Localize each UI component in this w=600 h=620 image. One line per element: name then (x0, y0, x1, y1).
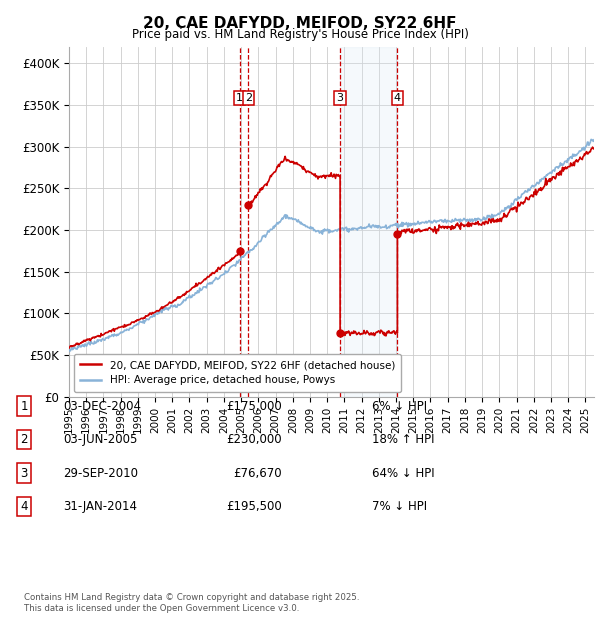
Text: 2: 2 (20, 433, 28, 446)
Text: 3: 3 (20, 467, 28, 479)
Text: £175,000: £175,000 (226, 400, 282, 412)
Text: 1: 1 (236, 93, 243, 103)
Text: Contains HM Land Registry data © Crown copyright and database right 2025.
This d: Contains HM Land Registry data © Crown c… (24, 593, 359, 613)
Text: 18% ↑ HPI: 18% ↑ HPI (372, 433, 434, 446)
Text: £230,000: £230,000 (226, 433, 282, 446)
Text: 3: 3 (337, 93, 344, 103)
Legend: 20, CAE DAFYDD, MEIFOD, SY22 6HF (detached house), HPI: Average price, detached : 20, CAE DAFYDD, MEIFOD, SY22 6HF (detach… (74, 354, 401, 392)
Text: £76,670: £76,670 (233, 467, 282, 479)
Text: 29-SEP-2010: 29-SEP-2010 (63, 467, 138, 479)
Text: 64% ↓ HPI: 64% ↓ HPI (372, 467, 434, 479)
Text: 20, CAE DAFYDD, MEIFOD, SY22 6HF: 20, CAE DAFYDD, MEIFOD, SY22 6HF (143, 16, 457, 30)
Text: 03-JUN-2005: 03-JUN-2005 (63, 433, 137, 446)
Bar (340, 46, 397, 397)
Text: 31-JAN-2014: 31-JAN-2014 (63, 500, 137, 513)
Text: 4: 4 (20, 500, 28, 513)
Text: 03-DEC-2004: 03-DEC-2004 (63, 400, 141, 412)
Text: 1: 1 (20, 400, 28, 412)
Text: £195,500: £195,500 (226, 500, 282, 513)
Text: 2: 2 (245, 93, 252, 103)
Text: 6% ↓ HPI: 6% ↓ HPI (372, 400, 427, 412)
Text: 4: 4 (394, 93, 401, 103)
Text: Price paid vs. HM Land Registry's House Price Index (HPI): Price paid vs. HM Land Registry's House … (131, 28, 469, 41)
Text: 7% ↓ HPI: 7% ↓ HPI (372, 500, 427, 513)
